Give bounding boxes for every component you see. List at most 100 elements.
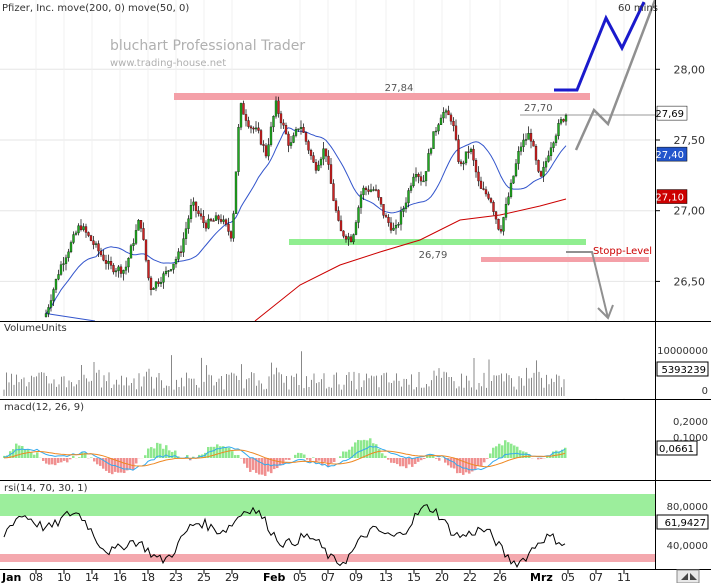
candle-body (477, 171, 480, 182)
macd-histogram-bar (438, 458, 441, 461)
candle-body (549, 147, 553, 156)
candle-body (359, 194, 363, 208)
macd-histogram-bar (15, 443, 18, 458)
candle-body (534, 145, 538, 161)
candle-body (279, 113, 283, 124)
scroll-arrows-icon[interactable] (676, 569, 700, 583)
macd-histogram-bar (42, 458, 45, 461)
candle-body (387, 217, 390, 223)
candle-body (224, 219, 228, 225)
macd-histogram-bar (228, 447, 231, 458)
time-tick-label: 14 (85, 571, 99, 583)
candle-body (147, 260, 150, 279)
rsi-title: rsi(14, 70, 30, 1) (4, 483, 88, 494)
bullish-scenario-arrow (554, 1, 646, 92)
candle-body (69, 242, 73, 253)
candle-body (262, 144, 265, 146)
macd-histogram-bar (33, 454, 36, 458)
candle-body (479, 180, 483, 189)
candle-body (82, 226, 85, 230)
candle-body (512, 175, 515, 184)
macd-panel (0, 400, 655, 480)
macd-histogram-bar (27, 449, 30, 458)
macd-histogram-bar (150, 447, 153, 458)
candle-body (532, 141, 535, 147)
macd-histogram-bar (261, 458, 264, 475)
macd-histogram-bar (309, 458, 312, 462)
candle-body (89, 235, 93, 241)
candle-body (227, 224, 230, 232)
macd-histogram-bar (402, 458, 405, 467)
candle-body (154, 281, 158, 289)
candle-body (94, 243, 98, 245)
macd-histogram-bar (288, 458, 291, 460)
macd-histogram-bar (513, 445, 516, 458)
macd-histogram-bar (420, 458, 423, 461)
candle-body (542, 166, 545, 177)
macd-histogram-bar (165, 445, 168, 458)
macd-histogram-bar (300, 453, 303, 458)
candle-body (327, 155, 330, 165)
macd-histogram-bar (81, 452, 84, 458)
macd-histogram-bar (54, 458, 57, 466)
macd-histogram-bar (351, 446, 354, 458)
candle-body (424, 171, 428, 182)
chart-title: Pfizer, Inc. move(200, 0) move(50, 0) (2, 3, 189, 14)
rsi-last-tag (656, 514, 709, 530)
time-tick-label: 13 (379, 571, 393, 583)
macd-histogram-bar (162, 448, 165, 458)
macd-histogram-bar (30, 452, 33, 458)
macd-histogram-bar (372, 443, 375, 458)
macd-last-value: 0,0661 (659, 444, 694, 455)
candle-body (474, 160, 478, 173)
macd-histogram-bar (462, 458, 465, 475)
macd-histogram-bar (186, 454, 189, 458)
candle-body (99, 250, 103, 256)
candle-body (269, 126, 273, 145)
candle-body (394, 224, 398, 229)
volume-title: VolumeUnits (4, 323, 67, 334)
macd-histogram-bar (111, 458, 114, 475)
price-tick-label: 28,00 (674, 63, 706, 76)
macd-histogram-bar (552, 451, 555, 458)
candle-body (62, 263, 65, 265)
candle-body (487, 193, 490, 199)
macd-histogram-bar (108, 458, 111, 473)
macd-histogram-bar (246, 458, 249, 468)
time-tick-label: 09 (349, 571, 363, 583)
candle-body (247, 120, 250, 127)
time-tick-label: 07 (589, 571, 603, 583)
macd-histogram-bar (381, 453, 384, 458)
candle-body (132, 243, 135, 246)
candle-body (354, 222, 358, 235)
macd-histogram-bar (435, 458, 438, 459)
candle-body (414, 174, 418, 178)
macd-histogram-bar (252, 458, 255, 470)
time-tick-label: 25 (197, 571, 211, 583)
macd-histogram-bar (78, 457, 81, 458)
candle-body (272, 116, 275, 128)
candle-body (229, 231, 233, 239)
macd-histogram-bar (414, 458, 417, 465)
candle-body (92, 240, 95, 245)
candle-body (517, 151, 520, 164)
candle-body (282, 122, 285, 126)
candle-body (117, 266, 120, 271)
candle-body (454, 125, 458, 140)
macd-histogram-bar (306, 458, 309, 460)
macd-histogram-bar (339, 456, 342, 458)
candle-body (234, 171, 238, 214)
time-tick-label: 05 (561, 571, 575, 583)
candle-body (289, 142, 293, 146)
candle-body (367, 189, 370, 192)
candle-body (489, 198, 493, 203)
macd-histogram-bar (360, 440, 363, 458)
candle-body (254, 127, 258, 130)
candle-body (399, 211, 403, 225)
macd-histogram-bar (36, 452, 39, 458)
candle-body (52, 289, 55, 301)
macd-histogram-bar (171, 451, 174, 458)
candle-body (119, 266, 123, 274)
macd-histogram-bar (153, 448, 156, 458)
